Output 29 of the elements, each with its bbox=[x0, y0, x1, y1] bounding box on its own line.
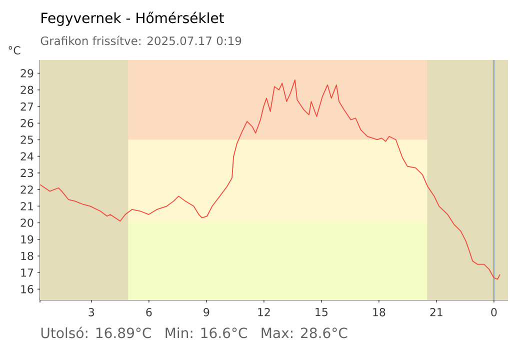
line-series bbox=[40, 79, 500, 280]
x-tick-label: 0 bbox=[491, 308, 497, 316]
y-tick-label: 28 bbox=[20, 86, 34, 94]
text: Utolsó: 16.89°C bbox=[41, 326, 151, 338]
x-tick-label: 3 bbox=[88, 308, 94, 316]
y-axis-title: °C bbox=[8, 46, 20, 54]
chart-subtitle: Grafikon frissítve: 2025.07.17 0:19 bbox=[40, 36, 242, 46]
y-tick-label: 22 bbox=[20, 185, 33, 194]
y-tick-label: 23 bbox=[20, 168, 34, 178]
x-tick-label: 21 bbox=[430, 308, 442, 316]
x-tick-label: 15 bbox=[316, 308, 328, 316]
y-tick-label: 27 bbox=[20, 102, 34, 111]
y-tick-label: 20 bbox=[20, 218, 34, 227]
y-tick-label: 17 bbox=[21, 268, 34, 277]
y-tick-label: 16 bbox=[21, 285, 34, 294]
x-tick-label: 6 bbox=[146, 308, 152, 316]
x-tick-label: 18 bbox=[373, 308, 386, 316]
y-tick-label: 26 bbox=[20, 118, 34, 128]
x-tick-label: 12 bbox=[258, 308, 270, 316]
y-tick-label: 19 bbox=[21, 235, 34, 244]
x-tick-label: 9 bbox=[204, 308, 210, 316]
chart-title: Fegyvernek - Hőmérséklet bbox=[42, 12, 224, 26]
y-tick-label: 25 bbox=[20, 136, 34, 144]
text: Max: 28.6°C bbox=[262, 328, 348, 338]
y-tick-label: 24 bbox=[20, 152, 34, 160]
y-tick-label: 21 bbox=[20, 202, 33, 210]
y-tick-label: 29 bbox=[20, 69, 34, 78]
y-tick-label: 18 bbox=[21, 252, 34, 260]
text: Min: 16.6°C bbox=[166, 327, 248, 338]
